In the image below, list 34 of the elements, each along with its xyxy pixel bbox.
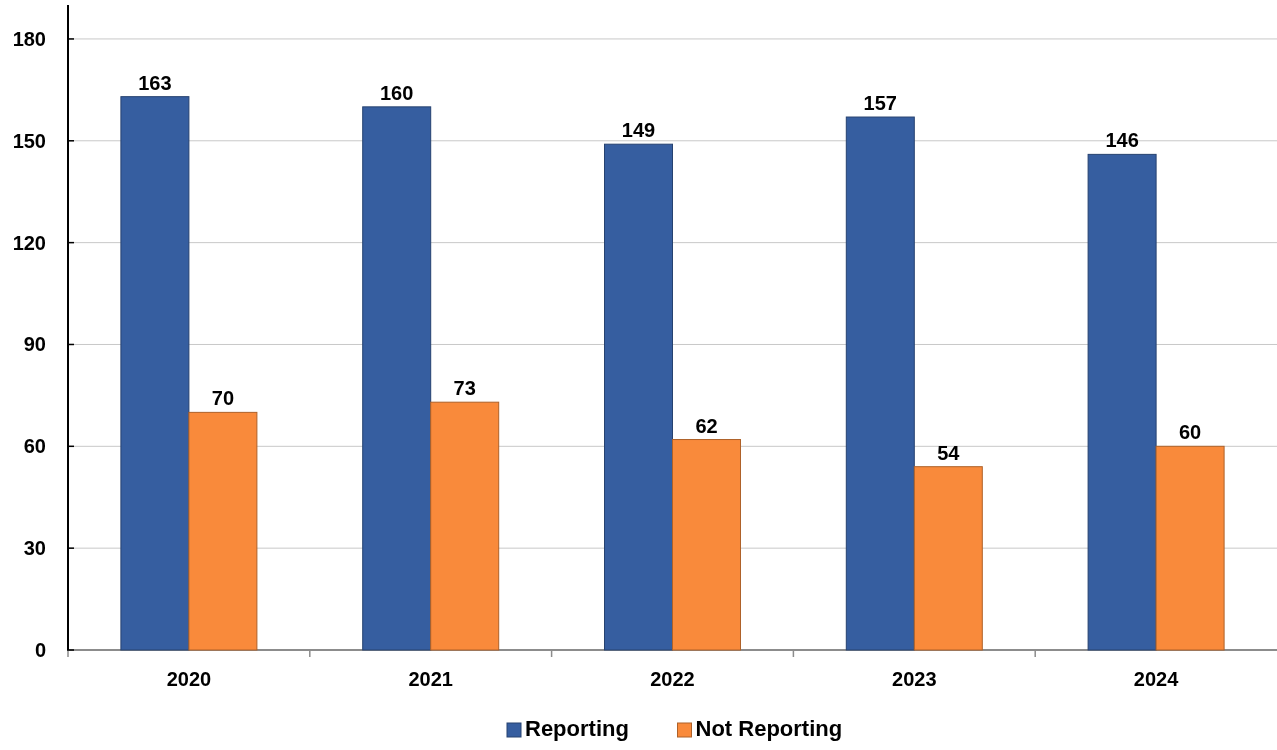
bar: [845, 116, 915, 651]
x-tick-label: 2024: [1133, 668, 1180, 690]
data-label: 70: [211, 387, 235, 410]
data-label: 146: [1105, 129, 1139, 152]
x-tick-label: 2022: [650, 668, 695, 690]
bar: [604, 143, 673, 651]
data-label: 54: [937, 441, 961, 464]
bar: [120, 96, 190, 651]
bar: [1087, 153, 1157, 651]
y-tick-label: 120: [12, 231, 46, 254]
data-label: 60: [1178, 421, 1202, 444]
y-tick-label: 60: [23, 435, 46, 458]
y-tick-label: 90: [23, 333, 46, 356]
y-tick-label: 150: [12, 129, 46, 152]
y-tick-label: 180: [12, 27, 46, 50]
bar: [672, 439, 741, 651]
x-tick-label: 2023: [892, 668, 937, 690]
y-tick-label: 30: [23, 537, 46, 560]
data-label: 163: [138, 71, 172, 94]
bar: [362, 106, 432, 651]
legend-label: Reporting: [525, 716, 629, 741]
bar: [1155, 445, 1225, 651]
bar: [188, 411, 258, 651]
y-tick-label: 0: [34, 639, 46, 661]
data-label: 62: [695, 414, 718, 437]
bar: [913, 466, 983, 651]
legend-label: Not Reporting: [695, 716, 843, 741]
data-label: 160: [380, 81, 414, 104]
data-label: 157: [863, 92, 897, 115]
x-tick-label: 2020: [166, 668, 212, 690]
data-label: 73: [453, 377, 476, 400]
x-tick-label: 2021: [408, 668, 453, 690]
data-label: 149: [621, 119, 656, 142]
bar: [430, 401, 500, 651]
